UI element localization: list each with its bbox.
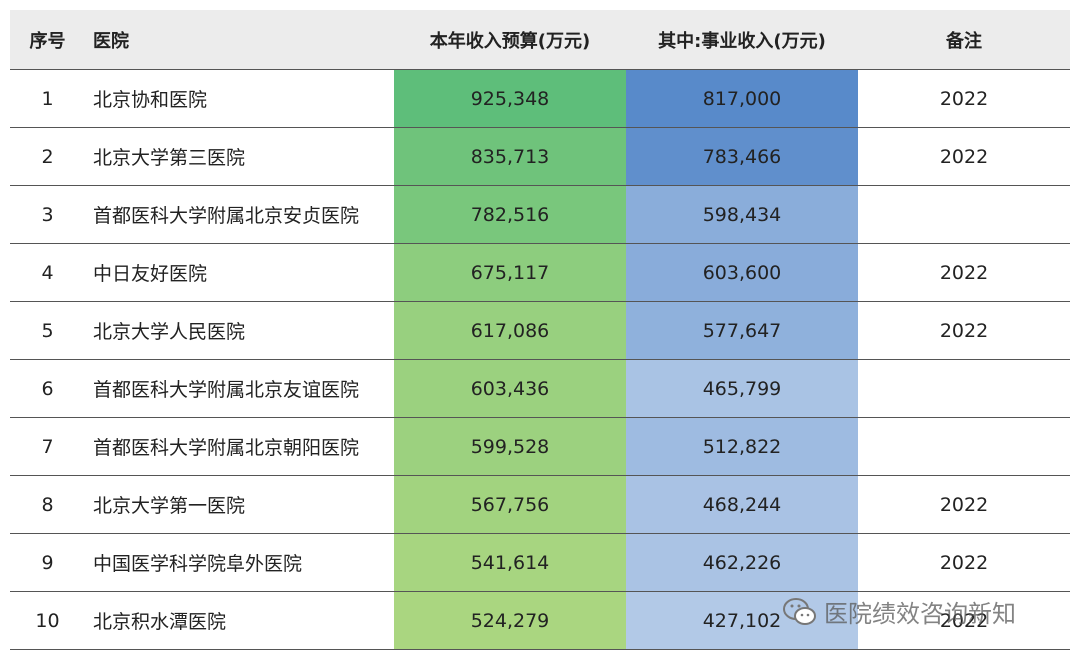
watermark: 医院绩效咨询新知 bbox=[782, 594, 1016, 629]
table-cell: 北京积水潭医院 bbox=[85, 591, 394, 650]
watermark-text: 医院绩效咨询新知 bbox=[824, 600, 1016, 628]
table-cell: 782,516 bbox=[394, 185, 626, 244]
table-cell: 7 bbox=[10, 417, 85, 476]
column-header: 医院 bbox=[85, 10, 394, 70]
table-cell: 2022 bbox=[858, 533, 1070, 592]
table-cell: 817,000 bbox=[626, 69, 858, 128]
table-row: 9 中国医学科学院阜外医院 541,614 462,226 2022 bbox=[10, 533, 1070, 592]
table-cell: 512,822 bbox=[626, 417, 858, 476]
table-cell bbox=[858, 185, 1070, 244]
table-cell: 中国医学科学院阜外医院 bbox=[85, 533, 394, 592]
column-header: 备注 bbox=[858, 10, 1070, 70]
table-cell: 6 bbox=[10, 359, 85, 418]
wechat-icon bbox=[783, 597, 816, 625]
table-row: 2 北京大学第三医院 835,713 783,466 2022 bbox=[10, 127, 1070, 186]
table-cell: 465,799 bbox=[626, 359, 858, 418]
table-row: 5 北京大学人民医院 617,086 577,647 2022 bbox=[10, 301, 1070, 360]
table-cell: 599,528 bbox=[394, 417, 626, 476]
column-header: 其中:事业收入(万元) bbox=[626, 10, 858, 70]
table-cell: 603,436 bbox=[394, 359, 626, 418]
table-row: 1 北京协和医院 925,348 817,000 2022 bbox=[10, 69, 1070, 128]
table-cell bbox=[858, 417, 1070, 476]
table-cell: 2 bbox=[10, 127, 85, 186]
table-cell: 9 bbox=[10, 533, 85, 592]
table-cell: 3 bbox=[10, 185, 85, 244]
table-cell: 462,226 bbox=[626, 533, 858, 592]
table-cell: 541,614 bbox=[394, 533, 626, 592]
table-cell: 北京大学人民医院 bbox=[85, 301, 394, 360]
table-cell: 427,102 bbox=[626, 591, 858, 650]
table-row: 8 北京大学第一医院 567,756 468,244 2022 bbox=[10, 475, 1070, 534]
table-cell: 中日友好医院 bbox=[85, 243, 394, 302]
table-body: 1 北京协和医院 925,348 817,000 2022 2 北京大学第三医院 835,71… bbox=[10, 69, 1070, 650]
table-cell: 北京大学第一医院 bbox=[85, 475, 394, 534]
header-row: 序号 医院 本年收入预算(万元) 其中:事业收入(万元) 备注 bbox=[10, 10, 1070, 70]
table-cell: 8 bbox=[10, 475, 85, 534]
table-cell: 783,466 bbox=[626, 127, 858, 186]
table-cell: 675,117 bbox=[394, 243, 626, 302]
table-cell: 2022 bbox=[858, 69, 1070, 128]
table-cell: 首都医科大学附属北京安贞医院 bbox=[85, 185, 394, 244]
table-cell: 10 bbox=[10, 591, 85, 650]
table-cell: 北京协和医院 bbox=[85, 69, 394, 128]
table-head: 序号 医院 本年收入预算(万元) 其中:事业收入(万元) 备注 bbox=[10, 10, 1070, 70]
table-cell: 603,600 bbox=[626, 243, 858, 302]
table-cell: 567,756 bbox=[394, 475, 626, 534]
table-cell: 首都医科大学附属北京朝阳医院 bbox=[85, 417, 394, 476]
table-cell: 2022 bbox=[858, 243, 1070, 302]
table-cell: 5 bbox=[10, 301, 85, 360]
table-cell bbox=[858, 359, 1070, 418]
table-cell: 598,434 bbox=[626, 185, 858, 244]
table-row: 10 北京积水潭医院 524,279 427,102 2022 bbox=[10, 591, 1070, 650]
table-cell: 835,713 bbox=[394, 127, 626, 186]
table-cell: 北京大学第三医院 bbox=[85, 127, 394, 186]
table-cell: 468,244 bbox=[626, 475, 858, 534]
table-row: 4 中日友好医院 675,117 603,600 2022 bbox=[10, 243, 1070, 302]
table-cell: 首都医科大学附属北京友谊医院 bbox=[85, 359, 394, 418]
table-cell: 2022 bbox=[858, 475, 1070, 534]
table-cell: 524,279 bbox=[394, 591, 626, 650]
table-row: 3 首都医科大学附属北京安贞医院 782,516 598,434 bbox=[10, 185, 1070, 244]
table-row: 7 首都医科大学附属北京朝阳医院 599,528 512,822 bbox=[10, 417, 1070, 476]
table-row: 6 首都医科大学附属北京友谊医院 603,436 465,799 bbox=[10, 359, 1070, 418]
table-cell: 577,647 bbox=[626, 301, 858, 360]
table-cell: 617,086 bbox=[394, 301, 626, 360]
table-cell: 2022 bbox=[858, 301, 1070, 360]
table-cell: 4 bbox=[10, 243, 85, 302]
table-cell: 2022 bbox=[858, 591, 1070, 650]
column-header: 序号 bbox=[10, 10, 85, 70]
table-cell: 925,348 bbox=[394, 69, 626, 128]
table-cell: 2022 bbox=[858, 127, 1070, 186]
hospital-table: 序号 医院 本年收入预算(万元) 其中:事业收入(万元) 备注 1 北京协和医院 925,3… bbox=[10, 10, 1070, 650]
column-header: 本年收入预算(万元) bbox=[394, 10, 626, 70]
table-cell: 1 bbox=[10, 69, 85, 128]
